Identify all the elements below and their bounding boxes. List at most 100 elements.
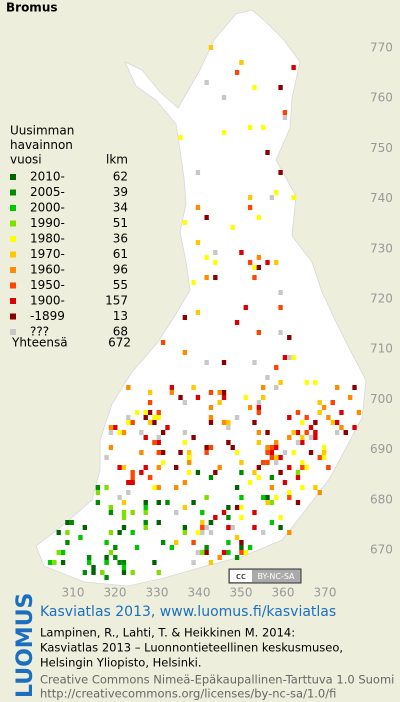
occurrence-square: [234, 535, 240, 540]
occurrence-square: [204, 550, 209, 555]
legend-label: -1899: [30, 309, 65, 323]
occurrence-square: [200, 550, 205, 555]
occurrence-square: [108, 530, 114, 535]
occurrence-square: [265, 430, 270, 435]
occurrence-square: [282, 450, 288, 455]
occurrence-square: [252, 470, 257, 475]
legend-count: 39: [113, 185, 128, 199]
occurrence-square: [295, 475, 301, 480]
citation-line: Lampinen, R., Lahti, T. & Heikkinen M. 2…: [40, 626, 295, 640]
occurrence-square: [221, 95, 227, 100]
occurrence-square: [208, 420, 214, 425]
occurrence-square: [108, 430, 114, 435]
legend-label: 1990-: [30, 216, 65, 230]
legend-count: 13: [113, 309, 128, 323]
occurrence-square: [343, 430, 348, 435]
occurrence-square: [226, 420, 231, 425]
occurrence-square: [139, 470, 144, 475]
occurrence-square: [156, 465, 161, 470]
occurrence-square: [221, 550, 227, 555]
occurrence-square: [217, 555, 222, 560]
occurrence-square: [226, 550, 231, 555]
occurrence-square: [291, 430, 296, 435]
occurrence-square: [265, 500, 270, 505]
legend-label: 1900-: [30, 294, 65, 308]
occurrence-square: [121, 510, 127, 515]
occurrence-square: [95, 485, 101, 490]
occurrence-square: [56, 550, 61, 555]
occurrence-square: [247, 480, 253, 485]
occurrence-square: [287, 415, 292, 420]
occurrence-square: [191, 540, 196, 545]
occurrence-square: [300, 460, 305, 465]
occurrence-square: [287, 465, 292, 470]
occurrence-square: [200, 525, 205, 530]
occurrence-square: [321, 445, 327, 450]
occurrence-square: [174, 465, 179, 470]
occurrence-square: [156, 410, 161, 415]
occurrence-square: [182, 525, 188, 530]
occurrence-square: [91, 570, 96, 575]
y-tick-label: 710: [370, 342, 393, 356]
occurrence-square: [213, 260, 218, 265]
occurrence-square: [221, 360, 227, 365]
citation-line: Helsingin Yliopisto, Helsinki.: [40, 656, 202, 670]
occurrence-square: [261, 125, 266, 130]
legend-swatch: [10, 329, 16, 335]
legend-count: 34: [113, 201, 128, 215]
occurrence-square: [195, 240, 201, 245]
occurrence-square: [126, 385, 131, 390]
occurrence-square: [52, 560, 57, 565]
occurrence-square: [130, 570, 135, 575]
legend-total: 672: [108, 336, 131, 350]
occurrence-square: [334, 385, 340, 390]
occurrence-square: [143, 410, 148, 415]
occurrence-square: [256, 265, 261, 270]
finland-outline: [35, 9, 367, 587]
occurrence-square: [126, 490, 131, 495]
occurrence-square: [334, 430, 340, 435]
occurrence-square: [217, 390, 222, 395]
badge-text: BY-NC-SA: [257, 572, 295, 581]
occurrence-square: [78, 535, 83, 540]
occurrence-square: [104, 485, 109, 490]
occurrence-square: [239, 545, 244, 550]
occurrence-square: [208, 45, 214, 50]
occurrence-square: [160, 430, 166, 435]
occurrence-square: [247, 195, 253, 200]
occurrence-square: [295, 470, 301, 475]
occurrence-square: [108, 425, 114, 430]
occurrence-square: [230, 225, 235, 230]
occurrence-square: [108, 550, 114, 555]
occurrence-square: [208, 520, 214, 525]
occurrence-square: [313, 435, 318, 440]
occurrence-square: [134, 410, 140, 415]
occurrence-square: [113, 425, 118, 430]
occurrence-square: [287, 490, 292, 495]
occurrence-square: [247, 205, 253, 210]
occurrence-square: [113, 555, 118, 560]
occurrence-square: [200, 510, 205, 515]
occurrence-square: [278, 85, 283, 90]
occurrence-square: [130, 475, 135, 480]
occurrence-square: [274, 495, 279, 500]
occurrence-square: [113, 545, 118, 550]
occurrence-square: [169, 545, 174, 550]
occurrence-square: [147, 400, 153, 405]
occurrence-square: [117, 530, 122, 535]
occurrence-square: [182, 430, 188, 435]
occurrence-square: [226, 525, 231, 530]
occurrence-square: [234, 415, 240, 420]
y-tick-label: 730: [370, 241, 393, 255]
occurrence-square: [278, 525, 283, 530]
occurrence-square: [252, 275, 257, 280]
occurrence-square: [121, 570, 127, 575]
occurrence-square: [187, 470, 192, 475]
occurrence-square: [208, 560, 214, 565]
x-tick-label: 350: [230, 586, 253, 600]
occurrence-square: [321, 455, 327, 460]
occurrence-square: [230, 525, 235, 530]
occurrence-square: [156, 485, 161, 490]
occurrence-square: [234, 555, 240, 560]
occurrence-square: [130, 510, 135, 515]
